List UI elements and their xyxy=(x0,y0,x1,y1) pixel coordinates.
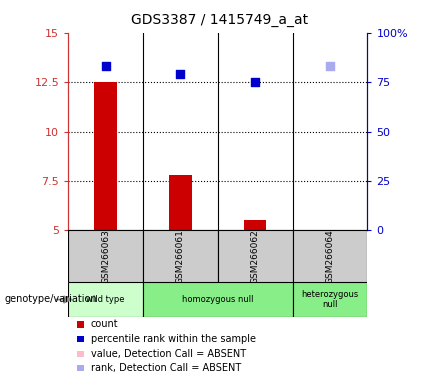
Text: percentile rank within the sample: percentile rank within the sample xyxy=(91,334,256,344)
Text: rank, Detection Call = ABSENT: rank, Detection Call = ABSENT xyxy=(91,363,241,373)
Bar xyxy=(143,230,218,282)
Bar xyxy=(95,82,117,230)
Bar xyxy=(169,175,192,230)
Text: genotype/variation: genotype/variation xyxy=(4,294,97,304)
Bar xyxy=(143,282,293,317)
Bar xyxy=(244,220,267,230)
Text: GSM266061: GSM266061 xyxy=(176,229,185,284)
Bar xyxy=(68,230,143,282)
Text: heterozygous
null: heterozygous null xyxy=(301,290,359,309)
Point xyxy=(252,79,259,85)
Text: GSM266062: GSM266062 xyxy=(251,229,260,284)
Point xyxy=(102,63,109,70)
Bar xyxy=(218,230,293,282)
Point xyxy=(326,63,334,70)
Text: count: count xyxy=(91,319,118,329)
Text: GSM266063: GSM266063 xyxy=(101,229,110,284)
Bar xyxy=(68,282,143,317)
Text: GSM266064: GSM266064 xyxy=(326,229,334,284)
Point xyxy=(177,71,184,77)
Bar xyxy=(293,230,367,282)
Text: homozygous null: homozygous null xyxy=(182,295,253,304)
Text: GDS3387 / 1415749_a_at: GDS3387 / 1415749_a_at xyxy=(132,13,308,26)
Bar xyxy=(293,282,367,317)
Text: wild type: wild type xyxy=(86,295,125,304)
Text: value, Detection Call = ABSENT: value, Detection Call = ABSENT xyxy=(91,349,246,359)
